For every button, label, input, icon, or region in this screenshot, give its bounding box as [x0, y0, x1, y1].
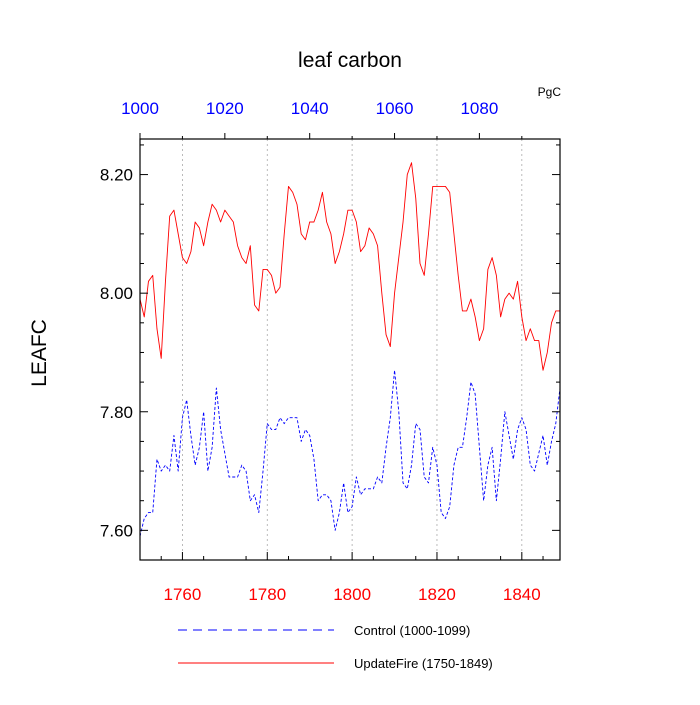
legend: Control (1000-1099) UpdateFire (1750-1849… — [178, 623, 493, 671]
x-top-tick-label: 1080 — [460, 99, 498, 118]
x-top-tick-label: 1000 — [121, 99, 159, 118]
x-bottom-tick-label: 1840 — [503, 585, 541, 604]
legend-label: UpdateFire (1750-1849) — [354, 656, 493, 671]
legend-label: Control (1000-1099) — [354, 623, 470, 638]
series-layer — [139, 162, 561, 537]
x-bottom-tick-label: 1820 — [418, 585, 456, 604]
x-top-tick-label: 1040 — [291, 99, 329, 118]
axes-layer: 7.60 7.80 8.00 8.20 1760 1780 1800 1820 1840 1000… — [100, 99, 560, 604]
y-tick-label: 7.80 — [100, 403, 133, 422]
x-top-tick-label: 1060 — [376, 99, 414, 118]
units-label: PgC — [538, 85, 562, 99]
y-tick-label: 7.60 — [100, 521, 133, 540]
x-bottom-tick-label: 1760 — [164, 585, 202, 604]
x-bottom-tick-label: 1780 — [248, 585, 286, 604]
series-line-updatefire — [139, 162, 560, 371]
series-line-control — [139, 369, 561, 537]
grid-lines — [182, 139, 523, 560]
y-tick-label: 8.20 — [100, 166, 133, 185]
plot-frame — [139, 138, 561, 561]
x-bottom-tick-label: 1800 — [333, 585, 371, 604]
y-tick-label: 8.00 — [100, 284, 133, 303]
y-axis-label: LEAFC — [28, 319, 51, 387]
x-top-tick-label: 1020 — [206, 99, 244, 118]
chart-title: leaf carbon — [298, 49, 402, 72]
